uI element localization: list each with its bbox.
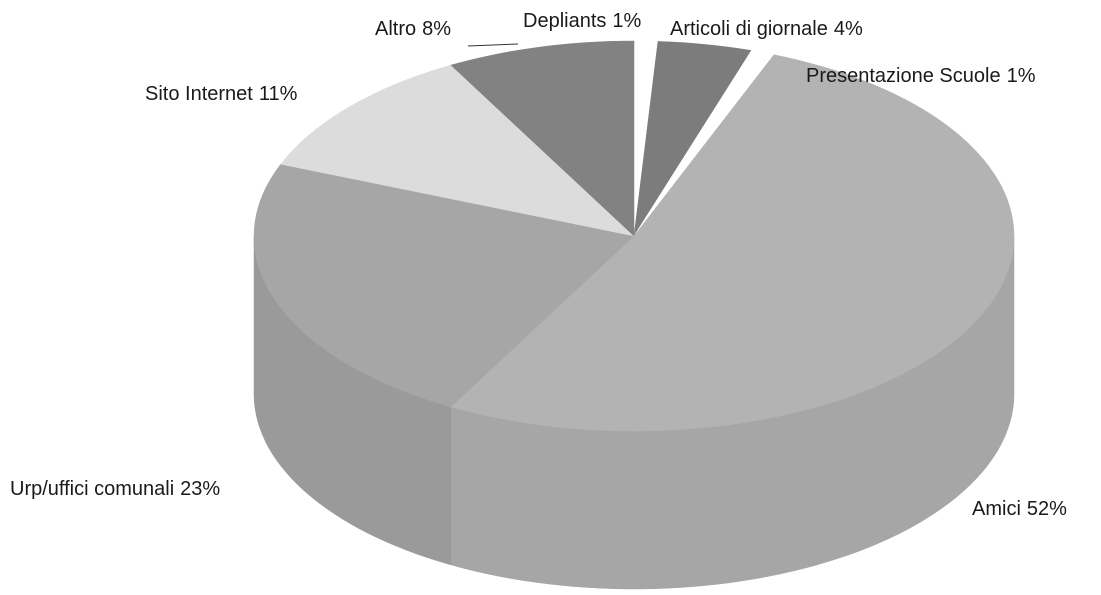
pie-slice bbox=[450, 54, 1015, 432]
pie-slice bbox=[280, 64, 635, 237]
slice-label-value: 52% bbox=[1027, 498, 1067, 520]
slice-label: Articoli di giornale 4% bbox=[670, 18, 863, 40]
slice-label-category: Altro bbox=[375, 18, 416, 40]
slice-label: Altro 8% bbox=[375, 18, 451, 40]
slice-label: Amici 52% bbox=[972, 498, 1067, 520]
slice-label-category: Presentazione Scuole bbox=[806, 65, 1001, 87]
leader-line bbox=[467, 43, 519, 47]
slice-label-value: 23% bbox=[180, 478, 220, 500]
slice-label-category: Amici bbox=[972, 498, 1021, 520]
slice-label-value: 1% bbox=[1007, 65, 1036, 87]
slice-label-value: 8% bbox=[422, 18, 451, 40]
slice-label-value: 11% bbox=[259, 83, 298, 105]
slice-label-category: Articoli di giornale bbox=[670, 18, 828, 40]
slice-label: Sito Internet 11% bbox=[145, 83, 298, 105]
pie-sides bbox=[253, 235, 1015, 590]
pie-tops bbox=[253, 40, 1015, 432]
slice-label-category: Depliants bbox=[523, 10, 606, 32]
slice-label: Presentazione Scuole 1% bbox=[806, 65, 1036, 87]
labels: Depliants 1% Articoli di giornale 4% Present… bbox=[10, 10, 1067, 520]
pie-slice bbox=[633, 41, 752, 237]
slice-label-value: 4% bbox=[834, 18, 863, 40]
slice-label-category: Urp/uffici comunali bbox=[10, 478, 174, 500]
pie-slice bbox=[253, 163, 635, 408]
pie-slice bbox=[450, 40, 635, 237]
slice-label-value: 1% bbox=[612, 10, 641, 32]
slice-label-category: Sito Internet bbox=[145, 83, 253, 105]
slice-label: Depliants 1% bbox=[523, 10, 642, 32]
slice-label: Urp/uffici comunali 23% bbox=[10, 478, 220, 500]
